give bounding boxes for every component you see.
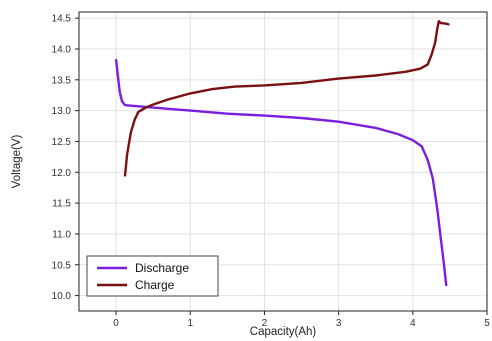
x-tick-label: 1 [187, 318, 193, 329]
x-tick-label: 5 [484, 318, 490, 329]
x-axis-ticks: 0 1 2 3 4 5 [113, 311, 490, 329]
y-tick-label: 11.5 [52, 199, 71, 210]
y-tick-label: 10.5 [52, 260, 72, 271]
x-tick-label: 4 [410, 318, 416, 329]
y-tick-label: 14.0 [52, 44, 72, 55]
y-tick-label: 11.0 [52, 229, 71, 240]
plot-frame [78, 11, 488, 312]
x-tick-label: 2 [262, 318, 268, 329]
y-tick-label: 12.5 [52, 137, 72, 148]
y-tick-label: 10.0 [52, 291, 72, 302]
x-tick-label: 3 [336, 318, 342, 329]
legend-label-discharge: Discharge [135, 261, 189, 275]
y-tick-label: 13.0 [52, 106, 72, 117]
y-axis-ticks: 10.0 10.5 11.0 11.5 12.0 12.5 13.0 13.5 14.0 14.5 [52, 14, 79, 302]
legend: Discharge Charge [86, 255, 219, 297]
y-tick-label: 12.0 [52, 168, 72, 179]
legend-label-charge: Charge [135, 278, 175, 292]
y-tick-label: 14.5 [52, 14, 72, 25]
x-tick-label: 0 [113, 318, 119, 329]
x-axis-title: Capacity(Ah) [250, 326, 317, 338]
legend-box [86, 255, 219, 297]
series-lines [114, 20, 450, 287]
series-line-charge [123, 20, 450, 177]
series-line-discharge [114, 58, 448, 287]
y-tick-label: 13.5 [52, 75, 72, 86]
y-axis-title: Voltage(V) [11, 134, 23, 188]
